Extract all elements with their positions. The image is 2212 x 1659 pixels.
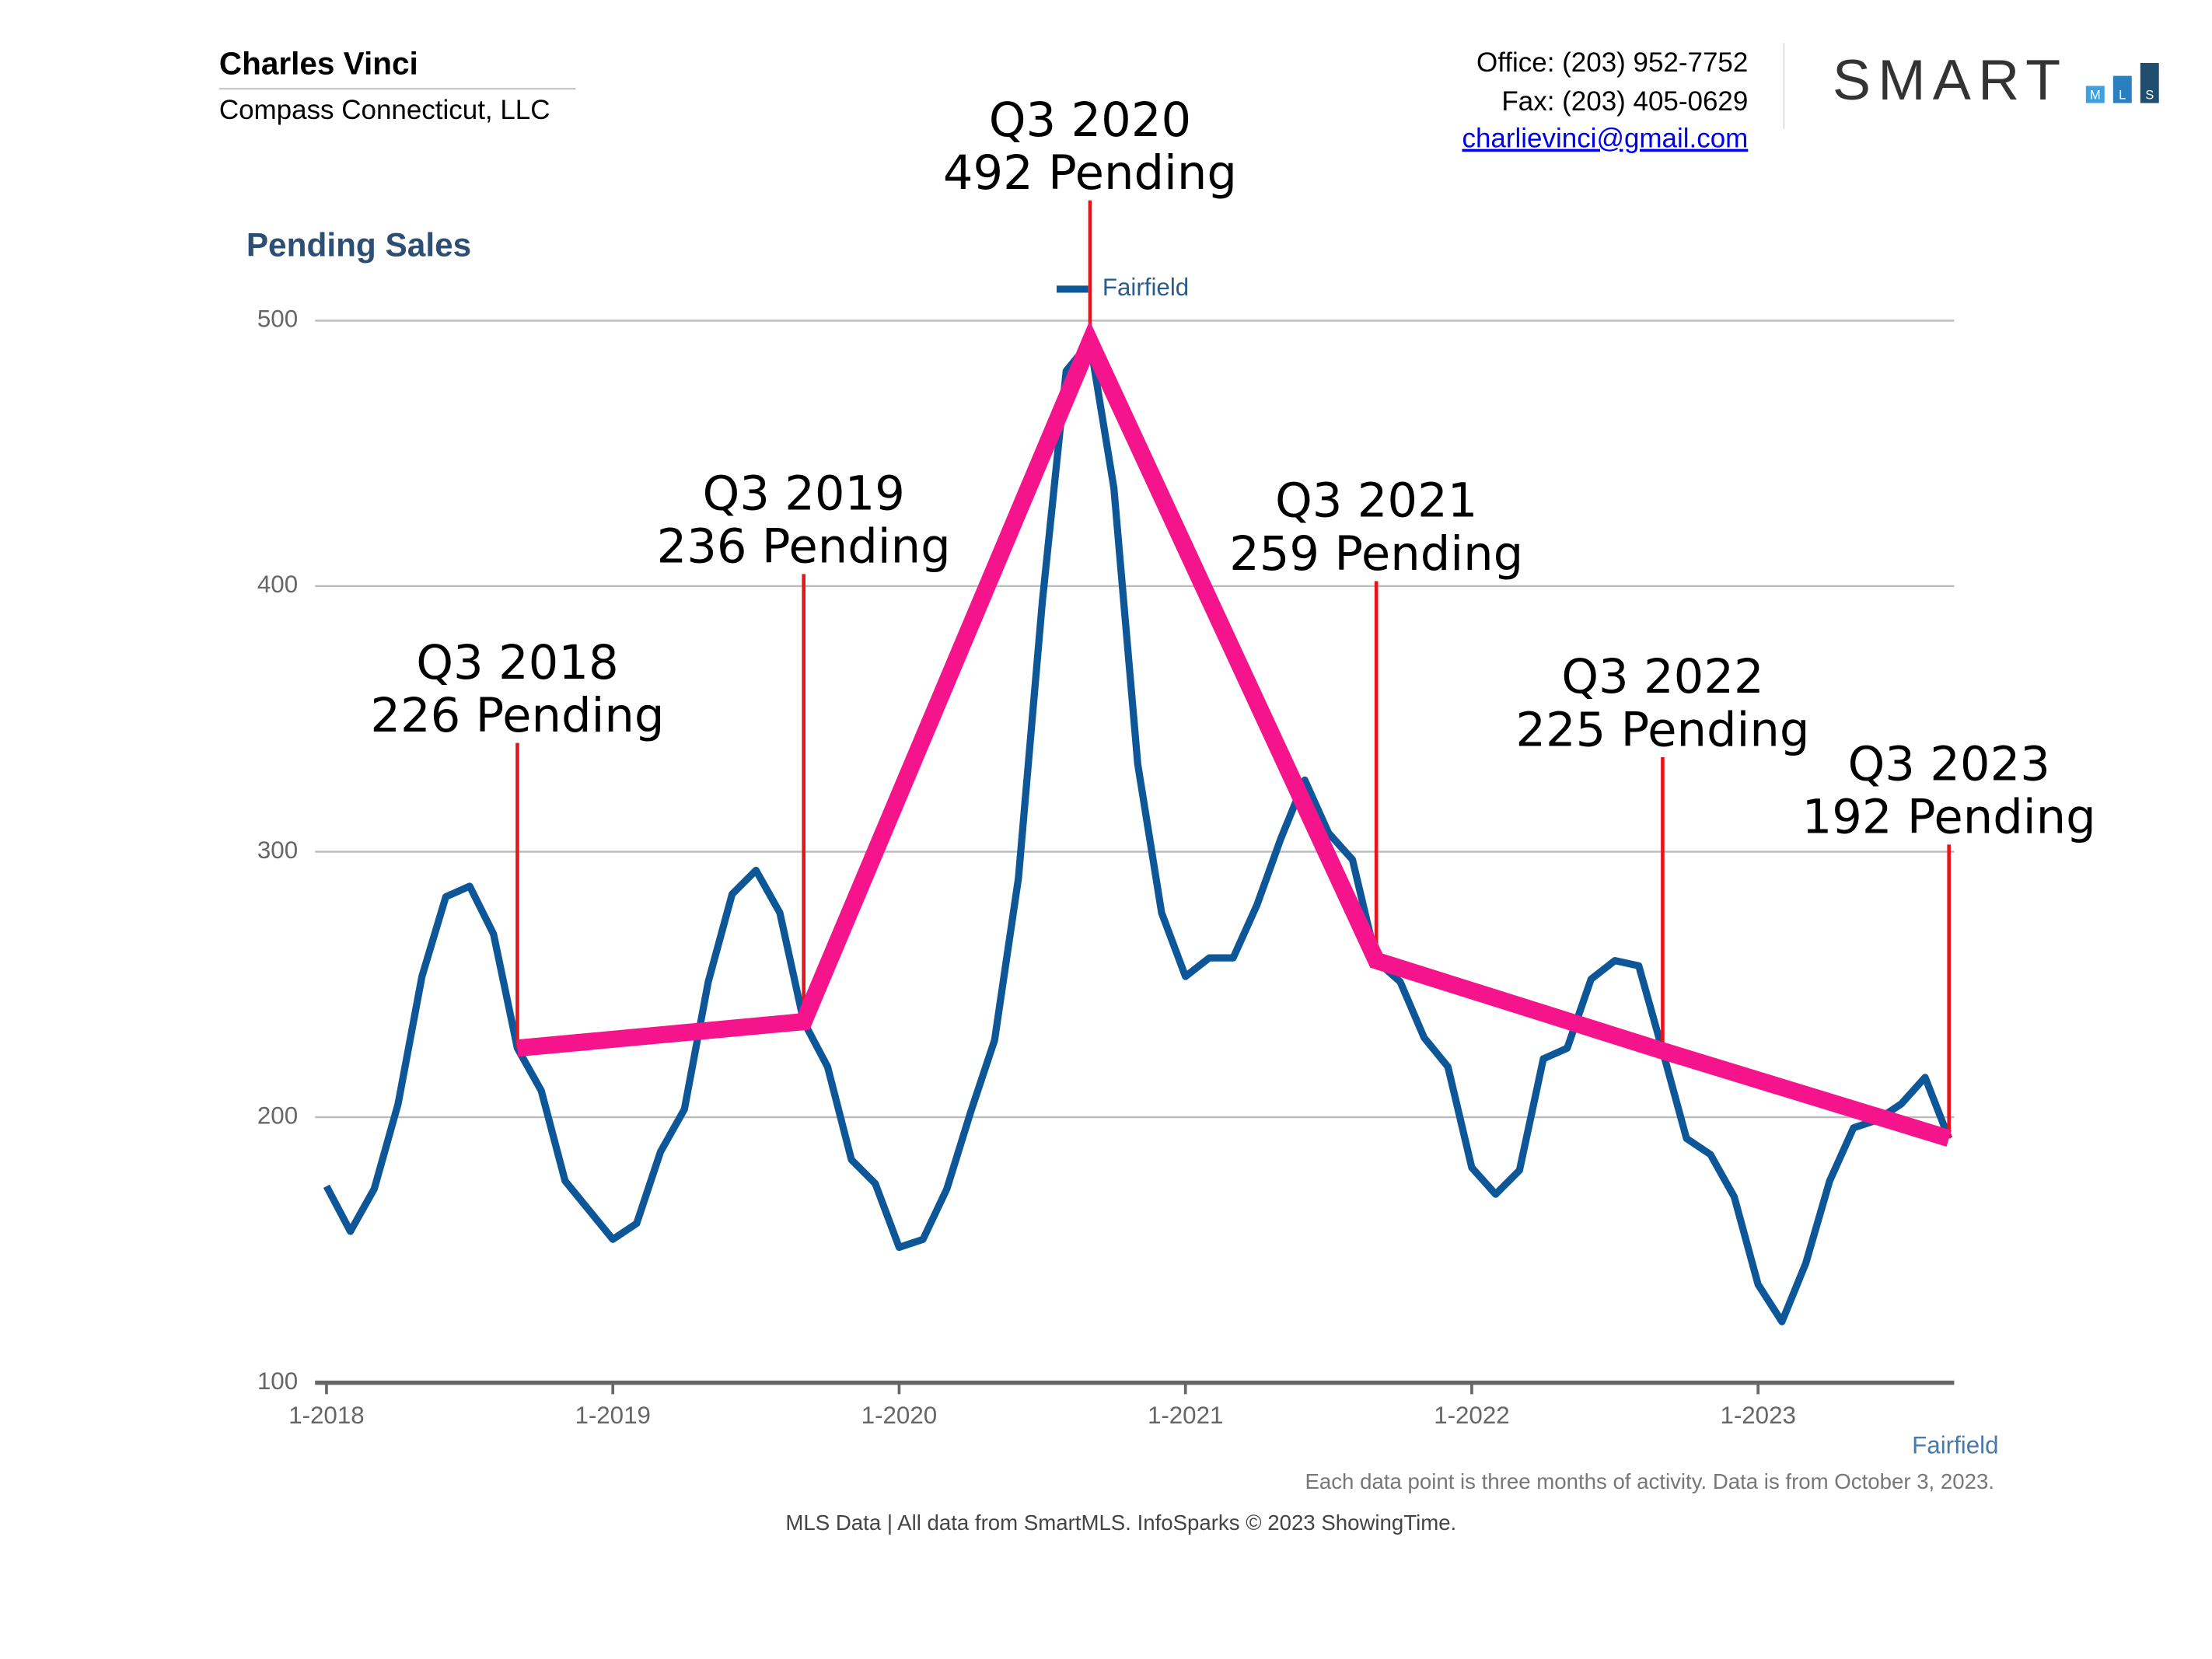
- logo-box: [2112, 75, 2132, 103]
- x-tick-label: 1-2021: [1148, 1402, 1223, 1429]
- logo-letter: M: [2090, 88, 2101, 103]
- fax: Fax: (203) 405-0629: [1501, 86, 1748, 117]
- annotation-title: Q3 2022: [1561, 650, 1763, 704]
- footnote: Each data point is three months of activ…: [1305, 1469, 1994, 1493]
- chart-title: Pending Sales: [246, 227, 471, 264]
- x-tick-label: 1-2019: [575, 1402, 650, 1429]
- company: Compass Connecticut, LLC: [219, 95, 550, 125]
- x-tick-label: 1-2022: [1434, 1402, 1509, 1429]
- series-line: [323, 338, 1952, 1325]
- logo-box: [2085, 86, 2105, 103]
- y-tick-label: 500: [257, 306, 298, 333]
- y-tick-label: 300: [257, 836, 298, 864]
- x-tick-label: 1-2018: [288, 1402, 364, 1429]
- annotation-title: Q3 2021: [1275, 474, 1477, 529]
- y-tick-label: 200: [257, 1102, 298, 1129]
- y-tick-label: 400: [257, 571, 298, 598]
- x-tick-label: 1-2023: [1720, 1402, 1795, 1429]
- logo-box: [2140, 63, 2159, 103]
- annotation-title: Q3 2018: [416, 636, 618, 690]
- annotation-text: 236 Pending: [657, 520, 951, 575]
- annotation-text: 259 Pending: [1229, 527, 1523, 582]
- legend-label: Fairfield: [1103, 274, 1189, 301]
- area-label: Fairfield: [1912, 1432, 1998, 1459]
- x-tick-label: 1-2020: [861, 1402, 937, 1429]
- agent-name: Charles Vinci: [219, 45, 418, 81]
- annotation-title: Q3 2023: [1847, 737, 2050, 791]
- annotation-text: 492 Pending: [943, 146, 1237, 201]
- email-link[interactable]: charlievinci@gmail.com: [1462, 124, 1748, 154]
- logo-letter: S: [2145, 88, 2154, 103]
- logo-letter: L: [2119, 88, 2126, 103]
- annotation-text: 225 Pending: [1515, 703, 1809, 757]
- trend-line: [516, 320, 1952, 1147]
- logo-text: SMART: [1833, 47, 2067, 112]
- credit: MLS Data | All data from SmartMLS. InfoS…: [785, 1511, 1456, 1535]
- logo-boxes: M L S: [2085, 63, 2159, 103]
- annotation-title: Q3 2020: [989, 93, 1191, 148]
- office-phone: Office: (203) 952-7752: [1476, 47, 1748, 78]
- annotation-title: Q3 2019: [702, 467, 904, 522]
- annotation-text: 226 Pending: [370, 689, 664, 743]
- y-tick-label: 100: [257, 1367, 298, 1395]
- annotation-text: 192 Pending: [1802, 791, 2096, 845]
